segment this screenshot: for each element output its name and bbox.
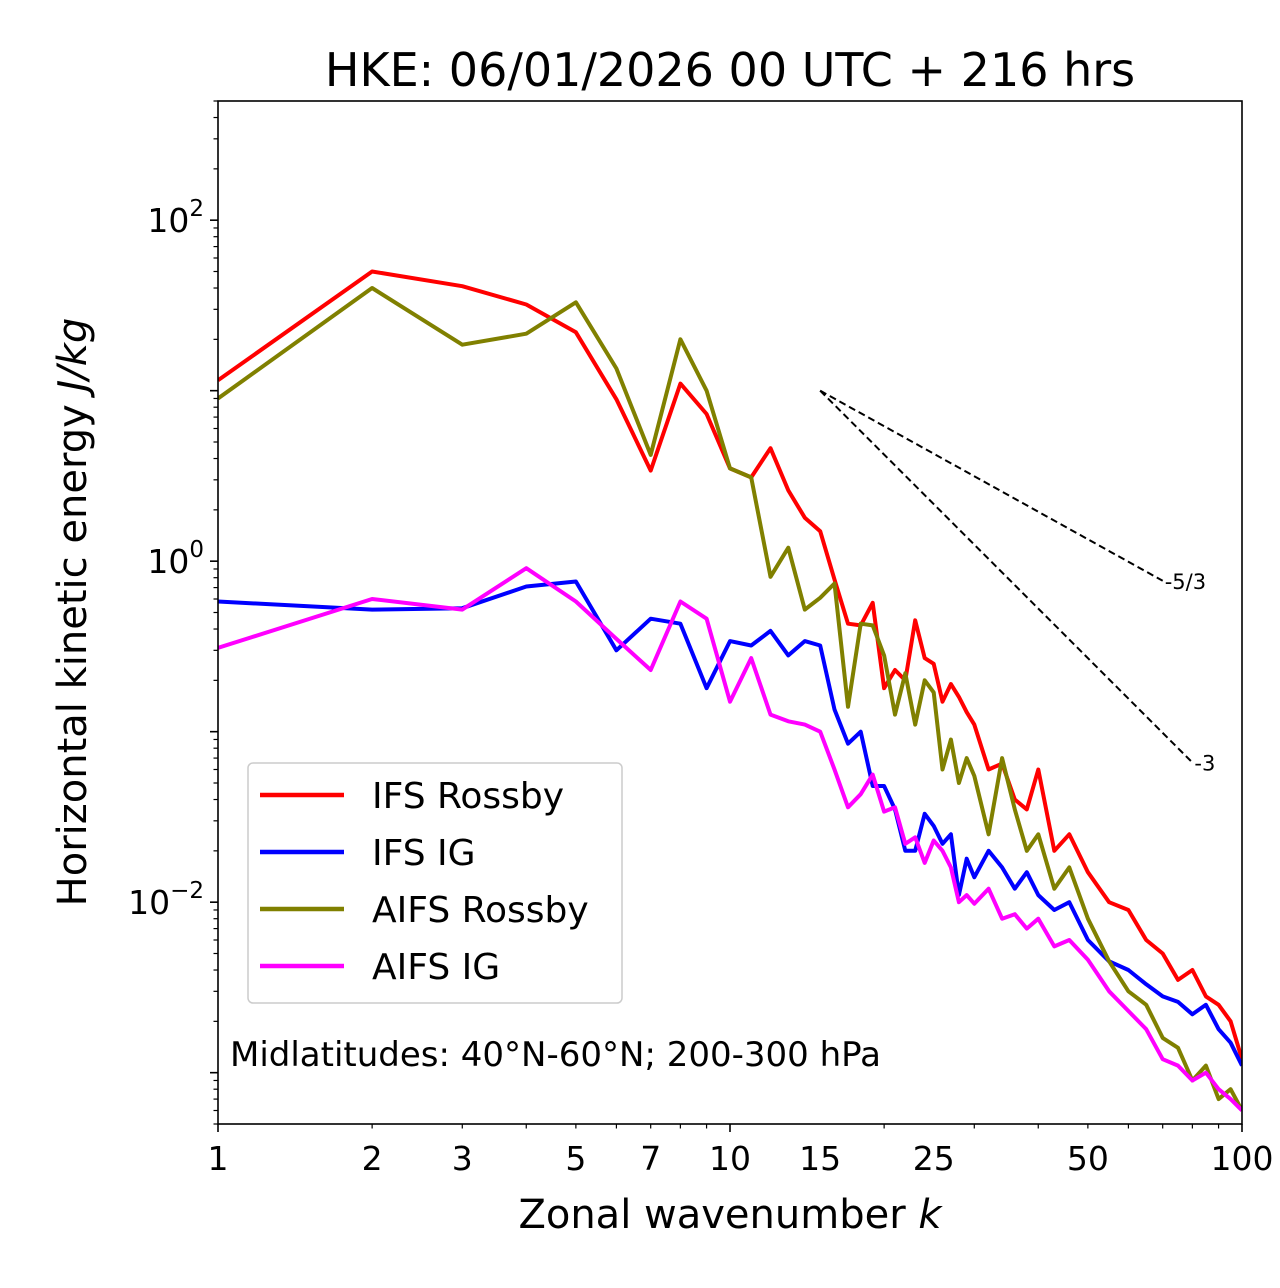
legend-frame [247,762,623,1004]
series-line-aifs-rossby [218,286,1242,1112]
series-line-ifs-ig [218,579,1242,1067]
x-tick-label: 1 [208,1139,229,1178]
x-tick-label: 5 [565,1139,586,1178]
x-tick-label: 3 [452,1139,473,1178]
y-axis-units: J/kg [50,318,96,399]
x-tick-label: 100 [1211,1139,1274,1178]
reference-slope-label: -5/3 [1165,570,1206,594]
x-tick-label: 15 [799,1139,841,1178]
reference-slope-line [819,389,1164,582]
x-axis-variable: k [918,1192,943,1238]
y-axis-label: Horizontal kinetic energy J/kg [50,318,96,907]
x-tick-label: 25 [913,1139,955,1178]
x-tick-label: 7 [640,1139,661,1178]
y-tick-label: 10−2 [128,878,204,922]
x-axis-label: Zonal wavenumber k [518,1192,943,1238]
series-line-aifs-ig [218,566,1242,1112]
y-tick-label: 100 [147,537,204,581]
legend: IFS Rossby IFS IG AIFS Rossby AIFS IG [247,762,623,1004]
x-tick-label: 10 [709,1139,751,1178]
legend-label: IFS IG [372,833,476,874]
series-line-ifs-rossby [218,269,1242,1060]
legend-label: IFS Rossby [372,776,564,817]
reference-slope-line [819,389,1194,764]
reference-slope-label: -3 [1194,752,1215,776]
x-tick-label: 2 [362,1139,383,1178]
x-tick-label: 50 [1067,1139,1109,1178]
region-annotation: Midlatitudes: 40°N-60°N; 200-300 hPa [230,1035,881,1075]
legend-label: AIFS IG [372,947,500,988]
y-tick-label: 102 [147,196,204,240]
legend-label: AIFS Rossby [372,890,589,931]
chart-title: HKE: 06/01/2026 00 UTC + 216 hrs [325,43,1135,97]
